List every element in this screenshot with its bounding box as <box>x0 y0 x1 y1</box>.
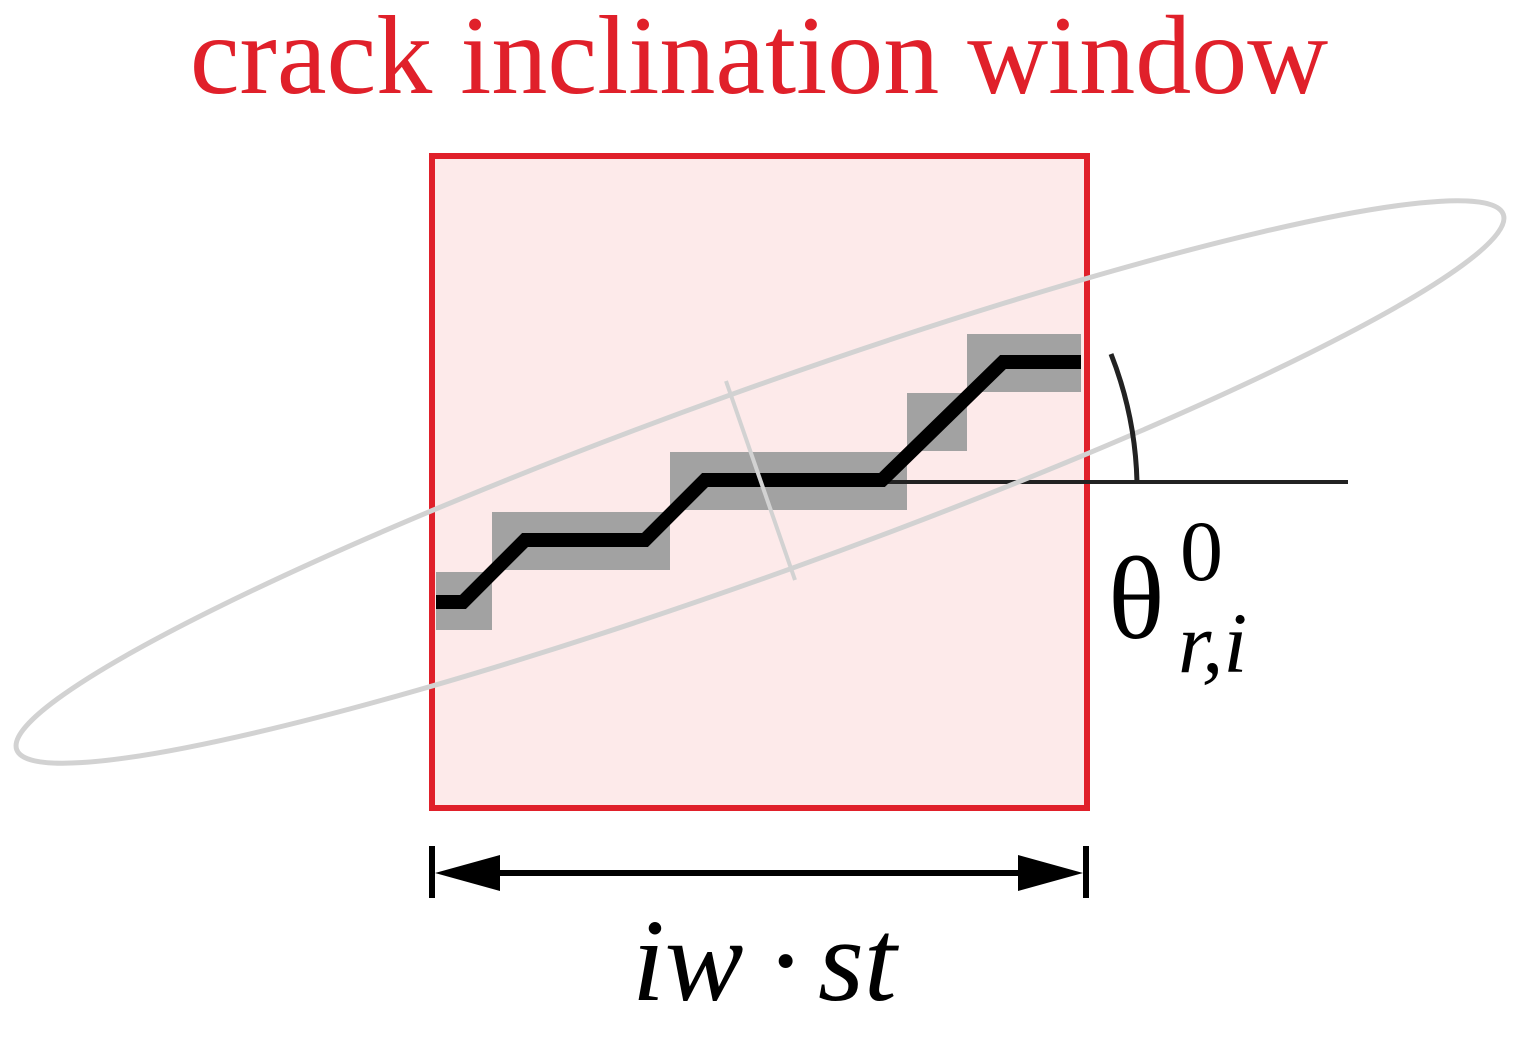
angle-label: θ 0 r,i <box>1108 503 1247 691</box>
dimension-left-arrow-icon <box>435 855 500 891</box>
width-label-right: st <box>818 895 900 1026</box>
width-label-operator: · <box>766 895 805 1026</box>
angle-subscript: r,i <box>1178 595 1247 691</box>
width-label: iw · st <box>632 895 900 1026</box>
diagram-title: crack inclination window <box>190 0 1328 118</box>
width-label-left: iw <box>632 895 744 1026</box>
angle-superscript: 0 <box>1180 503 1223 599</box>
width-dimension <box>432 846 1086 898</box>
angle-symbol: θ <box>1108 533 1165 664</box>
dimension-right-arrow-icon <box>1018 855 1083 891</box>
inclination-angle-arc <box>1111 354 1137 482</box>
